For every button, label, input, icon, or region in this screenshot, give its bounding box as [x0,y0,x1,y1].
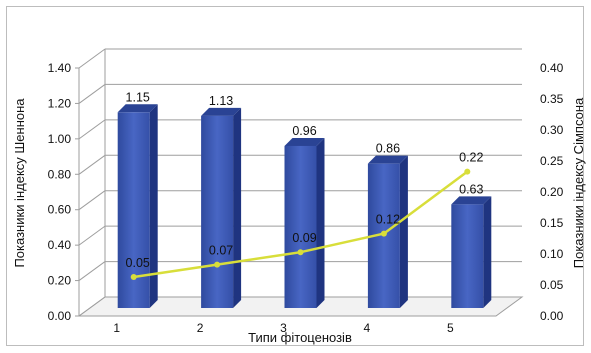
y-tick-label: 0.60 [48,203,72,217]
bar-side [233,107,242,308]
line-point [214,261,221,268]
y-tick-label: 0.20 [48,274,72,288]
gridline-diag [78,225,106,246]
bar [201,107,242,308]
bar [451,196,492,308]
y2-tick-label: 0.30 [540,123,564,137]
gridline-diag [78,261,106,281]
bar-top [451,196,492,205]
line-series [130,168,471,280]
y2-tick-label: 0.05 [540,278,564,292]
bar-side [149,104,158,309]
gridline-diag [78,154,106,175]
axis-ticks: 0.00 0.20 0.40 0.60 0.80 1.00 1.20 1.40 0.00 0.05… [48,61,564,335]
line-value-label: 0.22 [459,151,483,165]
x-tick-label: 4 [364,321,371,335]
y-tick-label: 0.80 [48,167,72,181]
x-tick-label: 1 [113,321,120,335]
bar [284,137,325,308]
y2-tick-label: 0.00 [540,309,564,323]
y-tick-label: 0.40 [48,238,72,252]
bar-top [201,107,242,116]
bar-value-label: 0.63 [459,182,483,196]
y2-tick-label: 0.20 [540,185,564,199]
bar-value-label: 1.13 [209,94,233,108]
y-tick-label: 1.20 [48,96,72,110]
y2-tick-label: 0.15 [540,216,564,230]
line-value-label: 0.12 [376,213,400,227]
x-tick-label: 2 [197,321,204,335]
y-tick-label: 1.40 [48,61,72,75]
line-value-label: 0.09 [292,231,316,245]
x-tick-label: 5 [447,321,454,335]
gridline-diag [78,84,106,104]
bar-side [483,196,492,308]
gridline-diag [78,48,106,69]
y-tick-label: 1.00 [48,132,72,146]
bar-top [367,155,408,164]
line-point [297,249,304,256]
bar-front [201,115,234,308]
y2-tick-label: 0.40 [540,61,564,75]
y2-tick-label: 0.10 [540,247,564,261]
bar-top [117,104,158,113]
bar-front [451,204,484,308]
x-axis-title: Типи фітоценозів [248,330,352,345]
y2-tick-label: 0.35 [540,92,564,106]
bar-value-label: 0.96 [292,124,316,138]
bar-value-label: 1.15 [126,90,150,104]
y-axis-title-left: Показники індексу Шеннона [12,98,27,268]
bar-top [284,137,325,146]
bar-value-label: 0.86 [376,142,400,156]
data-labels: 1.15 1.13 0.96 0.86 0.63 0.05 0.07 0.09 0.12 0.22 [126,90,484,270]
y2-tick-label: 0.25 [540,154,564,168]
y-tick-label: 0.00 [48,309,72,323]
bar-side [399,155,408,308]
bar-side [316,137,325,308]
bar-front [284,145,317,308]
gridline-diag [78,296,106,317]
line-point [380,230,387,237]
line-point [130,274,137,280]
line-point [464,168,471,175]
line-value-label: 0.07 [209,244,233,258]
y-axis-title-right: Показники індексу Сімпсона [571,97,586,268]
line-value-label: 0.05 [126,256,150,270]
x-tick-label: 3 [280,321,287,335]
bar-series [117,104,492,309]
gridline-diag [78,119,106,140]
gridline-diag [78,190,106,211]
